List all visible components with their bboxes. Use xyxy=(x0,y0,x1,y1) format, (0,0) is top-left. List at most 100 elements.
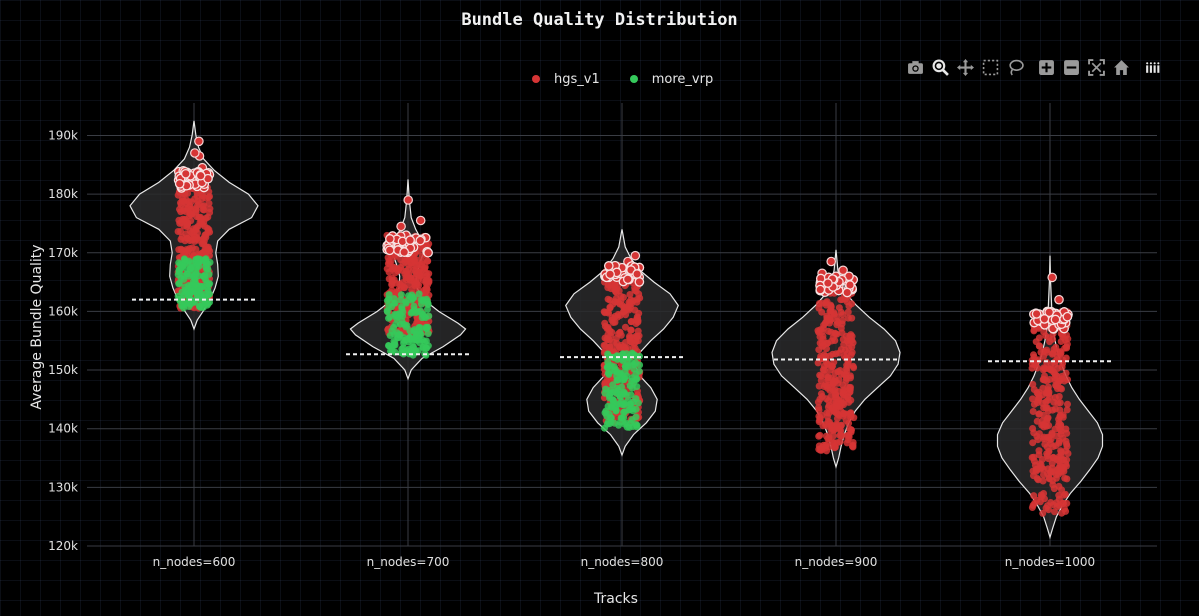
outlier-point xyxy=(415,235,426,246)
more-point xyxy=(400,334,408,342)
hgs-point xyxy=(842,417,850,425)
hgs-point xyxy=(819,324,827,332)
more-point xyxy=(385,291,393,299)
hgs-point xyxy=(604,323,612,331)
pan-icon[interactable] xyxy=(955,57,976,77)
more-point xyxy=(424,323,432,331)
hgs-point xyxy=(631,286,639,294)
hgs-point xyxy=(206,205,214,213)
hgs-point xyxy=(843,367,851,375)
hgs-point xyxy=(833,321,841,329)
more-point xyxy=(424,300,432,308)
outlier-point xyxy=(603,261,614,271)
hgs-point xyxy=(837,308,845,316)
outlier-point xyxy=(396,221,406,232)
more-point xyxy=(603,420,611,428)
hgs-point xyxy=(1039,366,1047,374)
more-point xyxy=(388,303,396,311)
modebar xyxy=(905,56,1175,78)
x-tick-label: n_nodes=600 xyxy=(153,555,236,569)
home-icon[interactable] xyxy=(1111,57,1132,77)
plotly-logo-icon[interactable] xyxy=(1142,57,1163,77)
hgs-point xyxy=(1054,399,1062,407)
more-point xyxy=(612,406,620,414)
more-point xyxy=(399,308,407,316)
more-point xyxy=(625,353,633,361)
more-point xyxy=(175,280,183,288)
more-point xyxy=(407,309,415,317)
more-point xyxy=(201,271,209,279)
hgs-point xyxy=(204,213,212,221)
more-point xyxy=(620,388,628,396)
more-point xyxy=(609,388,617,396)
hgs-point xyxy=(1034,396,1042,404)
lasso-select-icon[interactable] xyxy=(1005,57,1026,77)
hgs-point xyxy=(605,309,612,317)
y-axis-title: Average Bundle Quality xyxy=(29,244,45,409)
camera-icon[interactable] xyxy=(905,57,926,77)
more-point xyxy=(632,421,640,429)
hgs-point xyxy=(850,364,858,372)
hgs-point xyxy=(1057,427,1065,435)
outlier-point xyxy=(180,168,191,179)
outlier-point xyxy=(194,136,204,147)
hgs-point xyxy=(823,345,830,353)
outlier-point xyxy=(632,269,642,279)
hgs-point xyxy=(833,421,841,429)
zoom-in-icon[interactable] xyxy=(1036,57,1057,77)
hgs-point xyxy=(192,208,200,216)
hgs-point xyxy=(849,339,857,347)
hgs-point xyxy=(832,330,840,338)
more-point xyxy=(636,361,644,369)
outlier-point xyxy=(842,287,853,298)
more-point xyxy=(402,298,410,306)
hgs-point xyxy=(405,261,413,269)
hgs-point xyxy=(1035,388,1043,396)
legend-item-hgs[interactable]: hgs_v1 xyxy=(526,72,600,87)
more-point xyxy=(181,256,189,264)
hgs-point xyxy=(838,320,846,328)
hgs-point xyxy=(606,296,614,304)
more-point xyxy=(205,291,212,299)
hgs-point xyxy=(843,350,851,358)
hgs-point xyxy=(1058,509,1066,517)
hgs-point xyxy=(604,284,612,292)
legend-item-more[interactable]: more_vrp xyxy=(624,72,713,87)
zoom-icon[interactable] xyxy=(930,57,951,77)
hgs-point xyxy=(187,217,195,225)
hgs-point xyxy=(622,323,629,331)
hgs-point xyxy=(634,314,642,322)
hgs-point xyxy=(620,308,627,316)
box-select-icon[interactable] xyxy=(980,57,1001,77)
hgs-point xyxy=(601,342,609,350)
hgs-point xyxy=(1056,384,1064,392)
hgs-point xyxy=(383,265,391,273)
more-point xyxy=(424,330,432,338)
hgs-point xyxy=(1030,351,1037,359)
more-point xyxy=(197,304,205,311)
hgs-point xyxy=(198,240,206,248)
legend: hgs_v1 more_vrp xyxy=(526,70,737,88)
hgs-point xyxy=(1049,501,1057,509)
hgs-point xyxy=(206,193,213,200)
outlier-point xyxy=(1050,314,1061,325)
zoom-out-icon[interactable] xyxy=(1061,57,1082,77)
hgs-point xyxy=(1054,353,1061,361)
hgs-point xyxy=(624,344,631,352)
hgs-point xyxy=(1043,389,1051,397)
hgs-point xyxy=(1061,490,1069,498)
more-point xyxy=(604,358,612,366)
more-point xyxy=(616,393,624,401)
legend-label-hgs: hgs_v1 xyxy=(554,71,600,87)
outlier-point xyxy=(384,245,395,256)
more-point xyxy=(628,359,636,366)
more-point xyxy=(624,363,632,371)
hgs-point xyxy=(401,255,409,263)
hgs-point xyxy=(1033,496,1041,504)
hgs-point xyxy=(1039,509,1047,517)
autoscale-icon[interactable] xyxy=(1086,57,1107,77)
outlier-point xyxy=(399,247,410,257)
hgs-point xyxy=(1055,501,1063,509)
hgs-point xyxy=(1064,400,1071,408)
y-tick-label: 140k xyxy=(48,422,78,436)
